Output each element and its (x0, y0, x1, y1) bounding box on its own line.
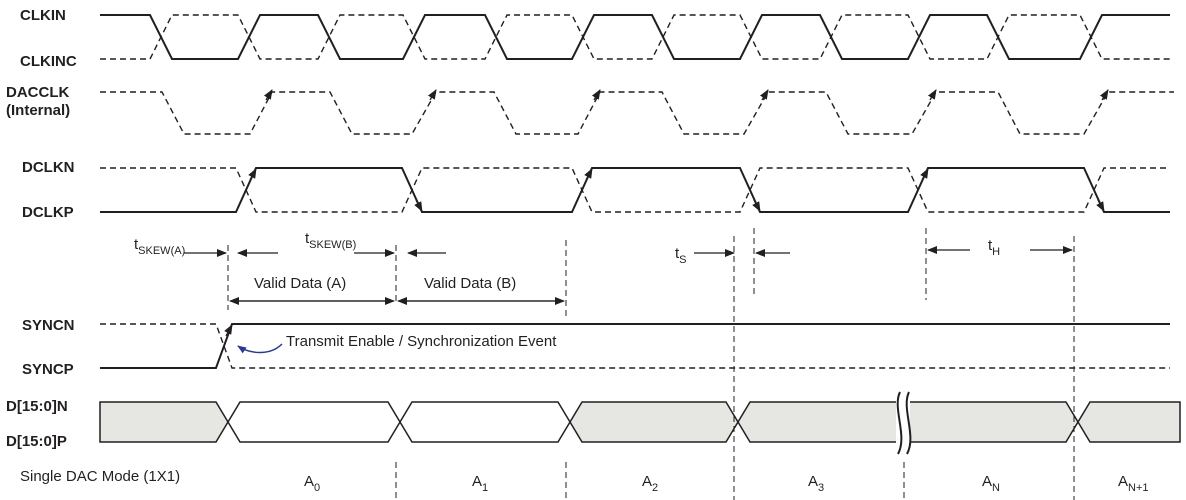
syncn-label: SYNCN (22, 317, 75, 334)
dacclk-label: DACCLK (6, 84, 69, 101)
d-bus-n-label: D[15:0]N (6, 398, 68, 415)
dclk-arrow-fall-3 (1096, 199, 1105, 212)
dacclk-rising-arrows (263, 89, 1109, 101)
dacclk-arrow-1 (263, 89, 273, 101)
dclk-edge-arrows (248, 168, 1105, 212)
slot-an-plus-1: AN+1 (1118, 473, 1149, 494)
transmit-enable-pointer (237, 343, 283, 354)
slot-a1: A1 (472, 473, 488, 494)
dacclk-internal-label: (Internal) (6, 102, 70, 119)
transmit-enable-label: Transmit Enable / Synchronization Event (286, 333, 557, 350)
dacclk-arrow-5 (927, 89, 937, 101)
ts-label: tS (675, 245, 687, 266)
slot-a3: A3 (808, 473, 824, 494)
slot-an: AN (982, 473, 1000, 494)
tskew-a-label: tSKEW(A) (134, 236, 185, 257)
dclk-arrow-rise-3 (920, 168, 929, 181)
clkinc-label: CLKINC (20, 53, 77, 70)
bus-segment-1 (227, 401, 401, 443)
slot-a0: A0 (304, 473, 320, 494)
dacclk-arrow-2 (427, 89, 437, 101)
d-bus-p-label: D[15:0]P (6, 433, 67, 450)
bus-segment-0 (99, 401, 229, 443)
th-label: tH (988, 237, 1000, 258)
slot-a2: A2 (642, 473, 658, 494)
dclkn-label: DCLKN (22, 159, 75, 176)
dclk-arrow-fall-1 (414, 199, 423, 212)
bus-segment-3 (569, 401, 739, 443)
timing-guides (227, 228, 927, 318)
dacclk-arrow-4 (759, 89, 769, 101)
bus-segment-2 (399, 401, 571, 443)
valid-data-a-label: Valid Data (A) (254, 275, 346, 292)
dacclk-arrow-3 (591, 89, 601, 101)
tskew-b-label: tSKEW(B) (305, 230, 356, 251)
clkin-label: CLKIN (20, 7, 66, 24)
clkin-waveform (100, 14, 1170, 60)
dacclk-arrow-6 (1099, 89, 1109, 101)
clkinc-waveform (100, 14, 1170, 60)
dclkn-waveform (100, 167, 1170, 213)
bus-segment-5 (1077, 401, 1181, 443)
bus-break-left (896, 391, 903, 455)
dclkp-waveform (100, 167, 1170, 213)
syncp-waveform (100, 323, 1170, 369)
valid-data-b-label: Valid Data (B) (424, 275, 516, 292)
dclk-arrow-fall-2 (752, 199, 761, 212)
mode-label: Single DAC Mode (1X1) (20, 468, 180, 485)
dclk-arrow-rise-2 (584, 168, 593, 181)
sync-edge-arrow (224, 324, 233, 337)
data-bus (99, 391, 1181, 455)
syncp-label: SYNCP (22, 361, 74, 378)
sample-boundaries (395, 236, 1075, 500)
dclkp-label: DCLKP (22, 204, 74, 221)
dacclk-waveform (100, 91, 1174, 135)
mode-slots: A0 A1 A2 A3 AN AN+1 (304, 473, 1149, 494)
dclk-arrow-rise-1 (248, 168, 257, 181)
syncn-waveform (100, 323, 1170, 369)
bus-break-right (905, 391, 912, 455)
